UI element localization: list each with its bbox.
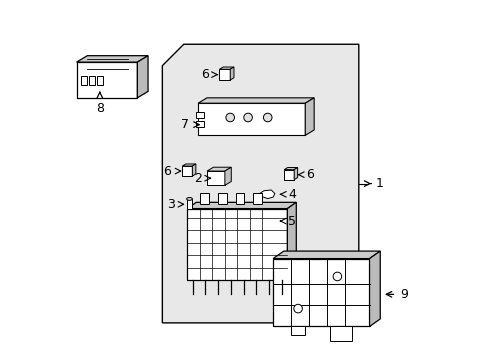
Polygon shape bbox=[272, 251, 380, 258]
Bar bbox=[217, 193, 226, 204]
Circle shape bbox=[332, 272, 341, 281]
Text: 6: 6 bbox=[305, 168, 313, 181]
Polygon shape bbox=[224, 167, 231, 185]
Polygon shape bbox=[198, 103, 305, 135]
Polygon shape bbox=[187, 208, 287, 280]
Text: 7: 7 bbox=[181, 118, 189, 131]
Polygon shape bbox=[97, 76, 102, 85]
Text: 6: 6 bbox=[163, 165, 171, 177]
Polygon shape bbox=[182, 166, 192, 176]
Text: 4: 4 bbox=[287, 188, 295, 201]
Circle shape bbox=[244, 113, 252, 122]
Polygon shape bbox=[187, 202, 296, 208]
Polygon shape bbox=[162, 44, 358, 323]
Polygon shape bbox=[198, 98, 313, 103]
Bar bbox=[200, 193, 208, 204]
Polygon shape bbox=[267, 209, 279, 211]
Polygon shape bbox=[305, 98, 313, 135]
Ellipse shape bbox=[186, 198, 192, 201]
Text: 5: 5 bbox=[287, 215, 295, 228]
Polygon shape bbox=[206, 167, 231, 171]
Polygon shape bbox=[275, 209, 279, 231]
Polygon shape bbox=[230, 67, 233, 80]
Text: 8: 8 bbox=[96, 102, 103, 115]
Polygon shape bbox=[294, 167, 297, 180]
Polygon shape bbox=[196, 121, 204, 127]
Polygon shape bbox=[77, 62, 137, 98]
Text: 1: 1 bbox=[375, 177, 383, 190]
Circle shape bbox=[225, 113, 234, 122]
Polygon shape bbox=[186, 199, 192, 209]
Polygon shape bbox=[267, 211, 275, 231]
Polygon shape bbox=[219, 69, 230, 80]
Polygon shape bbox=[290, 327, 305, 336]
Bar bbox=[235, 193, 244, 204]
Polygon shape bbox=[287, 202, 296, 280]
Polygon shape bbox=[89, 76, 95, 85]
Polygon shape bbox=[272, 258, 369, 327]
Bar bbox=[253, 193, 262, 204]
Polygon shape bbox=[284, 170, 294, 180]
Text: 3: 3 bbox=[166, 198, 175, 211]
Polygon shape bbox=[192, 164, 196, 176]
Text: 2: 2 bbox=[193, 172, 201, 185]
Polygon shape bbox=[329, 327, 351, 341]
Polygon shape bbox=[206, 171, 224, 185]
Circle shape bbox=[263, 113, 271, 122]
Polygon shape bbox=[219, 67, 233, 69]
Polygon shape bbox=[259, 190, 274, 199]
Text: 9: 9 bbox=[399, 288, 407, 301]
Circle shape bbox=[293, 304, 302, 313]
Polygon shape bbox=[196, 112, 204, 118]
Text: 6: 6 bbox=[201, 68, 208, 81]
Polygon shape bbox=[137, 56, 148, 98]
Polygon shape bbox=[182, 164, 196, 166]
Polygon shape bbox=[77, 56, 148, 62]
Polygon shape bbox=[81, 76, 87, 85]
Polygon shape bbox=[369, 251, 380, 327]
Polygon shape bbox=[284, 167, 297, 170]
